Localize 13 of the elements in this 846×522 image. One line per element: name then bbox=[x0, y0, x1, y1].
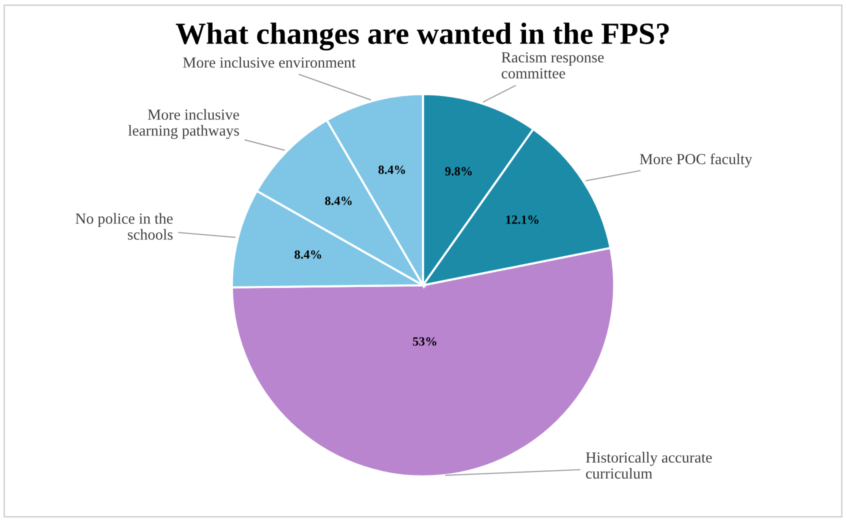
data-label: 8.4% bbox=[294, 250, 322, 259]
data-label: 53% bbox=[412, 337, 436, 346]
slice-label: Racism response committee bbox=[502, 52, 604, 78]
data-label: 8.4% bbox=[378, 166, 406, 174]
slice-label: Historically accurate curriculum bbox=[586, 452, 712, 479]
data-label: 9.8% bbox=[445, 167, 472, 176]
slice-label: More inclusive learning pathways bbox=[128, 109, 240, 139]
data-label: 8.4% bbox=[325, 196, 352, 206]
slice-label: More inclusive environment bbox=[183, 56, 356, 68]
slice-label: More POC faculty bbox=[640, 153, 752, 168]
data-label: 12.1% bbox=[506, 215, 538, 224]
slice-label: No police in the schools bbox=[76, 213, 173, 240]
chart-title: What changes are wanted in the FPS? bbox=[176, 22, 669, 51]
